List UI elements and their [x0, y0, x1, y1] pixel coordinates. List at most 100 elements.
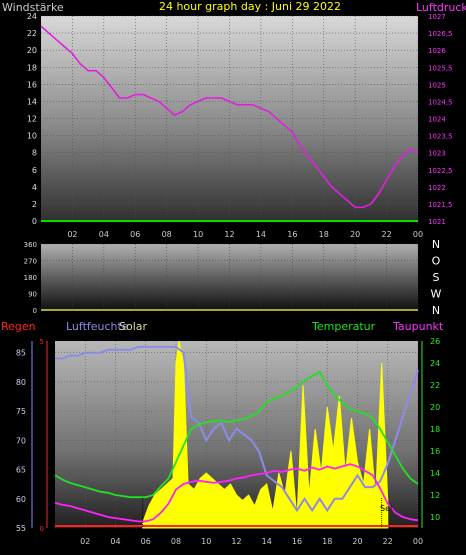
humidity-tick-label: 55 [16, 524, 26, 533]
temperature-tick-label: 18 [430, 425, 440, 434]
wind-tick-label: 4 [32, 183, 37, 192]
wind-tick-label: 16 [27, 80, 37, 89]
dewpoint-line [54, 463, 419, 523]
x-tick-label: 08 [162, 230, 172, 239]
pressure-tick-label: 1027 [428, 13, 446, 21]
direction-tick-label: 90 [28, 291, 37, 299]
pressure-line [40, 25, 419, 209]
panel1-right-axis: 1021 1021,5 1022 1022,5 1023 1023,5 1024 1024,5… [428, 13, 453, 226]
pressure-tick-label: 1022,5 [428, 167, 453, 175]
panel3-x-axis: 02 04 06 08 10 12 14 16 18 20 22 00 [80, 537, 423, 546]
humidity-label: Luftfeuchte [66, 320, 129, 333]
dewpoint-label: Taupunkt [392, 320, 444, 333]
compass-tick-label: N [432, 238, 440, 251]
x-tick-label: 20 [350, 230, 360, 239]
humidity-tick-label: 70 [16, 436, 26, 445]
temperature-tick-label: 10 [430, 513, 440, 522]
wind-tick-label: 2 [32, 200, 37, 209]
panel3-rain-axis: 05 [40, 338, 48, 533]
wind-tick-label: 12 [27, 115, 37, 124]
rain-label: Regen [1, 320, 36, 333]
x-tick-label: 06 [141, 537, 151, 546]
wind-tick-label: 14 [27, 97, 37, 106]
wind-label: Windstärke [2, 1, 64, 14]
wind-tick-label: 18 [27, 63, 37, 72]
compass-tick-label: N [432, 304, 440, 317]
x-tick-label: 14 [256, 230, 266, 239]
humidity-tick-label: 80 [16, 378, 26, 387]
wind-tick-label: 8 [32, 149, 37, 158]
pressure-tick-label: 1023,5 [428, 133, 453, 141]
panel3-humidity-axis: 55 60 65 70 75 80 85 [16, 341, 33, 533]
x-tick-label: 16 [292, 537, 302, 546]
x-tick-label: 00 [413, 537, 423, 546]
wind-tick-label: 24 [27, 12, 37, 21]
x-tick-label: 00 [413, 230, 423, 239]
panel3-temperature-axis: 10 12 14 16 18 20 22 24 26 [421, 337, 440, 528]
pressure-tick-label: 1023 [428, 150, 446, 158]
humidity-line [55, 345, 419, 513]
x-tick-label: 04 [110, 537, 120, 546]
x-tick-label: 10 [193, 230, 203, 239]
temperature-tick-label: 22 [430, 381, 440, 390]
pressure-tick-label: 1024 [428, 116, 446, 124]
pressure-tick-label: 1026,5 [428, 30, 453, 38]
x-tick-label: 18 [319, 230, 329, 239]
x-tick-label: 20 [352, 537, 362, 546]
pressure-tick-label: 1025 [428, 81, 446, 89]
pressure-tick-label: 1022 [428, 184, 446, 192]
temperature-tick-label: 20 [430, 403, 440, 412]
x-tick-label: 22 [381, 230, 391, 239]
wind-tick-label: 10 [27, 132, 37, 141]
compass-tick-label: W [431, 288, 442, 301]
humidity-tick-label: 85 [16, 349, 26, 358]
wind-tick-label: 0 [32, 217, 37, 226]
temperature-tick-label: 24 [430, 359, 440, 368]
wind-tick-label: 20 [27, 46, 37, 55]
direction-tick-label: 360 [24, 241, 37, 249]
panel2-grid [41, 243, 419, 311]
pressure-tick-label: 1025,5 [428, 64, 453, 72]
solar-label: Solar [119, 320, 148, 333]
humidity-tick-label: 75 [16, 407, 26, 416]
rain-tick-label: 5 [40, 338, 44, 346]
humidity-tick-label: 60 [16, 495, 26, 504]
temperature-tick-label: 12 [430, 491, 440, 500]
pressure-tick-label: 1024,5 [428, 98, 453, 106]
temperature-label: Temperatur [311, 320, 376, 333]
wind-tick-label: 6 [32, 166, 37, 175]
x-tick-label: 22 [383, 537, 393, 546]
wind-tick-label: 22 [27, 29, 37, 38]
sunset-marker-label: Set [380, 504, 393, 513]
panel3-series [54, 345, 419, 528]
x-tick-label: 12 [231, 537, 241, 546]
x-tick-label: 18 [322, 537, 332, 546]
x-tick-label: 10 [201, 537, 211, 546]
compass-tick-label: O [432, 255, 441, 268]
pressure-tick-label: 1021 [428, 218, 446, 226]
pressure-label: Luftdruck [416, 1, 466, 14]
page-title: 24 hour graph day : Juni 29 2022 [159, 0, 341, 13]
panel1-x-axis: 02 04 06 08 10 12 14 16 18 20 22 00 [67, 230, 423, 239]
x-tick-label: 14 [262, 537, 272, 546]
compass-tick-label: S [433, 271, 440, 284]
x-tick-label: 06 [130, 230, 140, 239]
temperature-tick-label: 26 [430, 337, 440, 346]
x-tick-label: 02 [67, 230, 77, 239]
panel2-left-axis: 0 90 180 270 360 [24, 241, 37, 315]
humidity-tick-label: 65 [16, 466, 26, 475]
direction-tick-label: 270 [24, 258, 37, 266]
x-tick-label: 08 [171, 537, 181, 546]
panel1-series [40, 25, 419, 222]
rain-tick-label: 0 [40, 525, 44, 533]
panel1-grid [41, 15, 419, 222]
temperature-line [54, 370, 419, 499]
x-tick-label: 02 [80, 537, 90, 546]
x-tick-label: 16 [287, 230, 297, 239]
temperature-tick-label: 14 [430, 469, 440, 478]
x-tick-label: 12 [224, 230, 234, 239]
direction-tick-label: 0 [33, 307, 37, 315]
